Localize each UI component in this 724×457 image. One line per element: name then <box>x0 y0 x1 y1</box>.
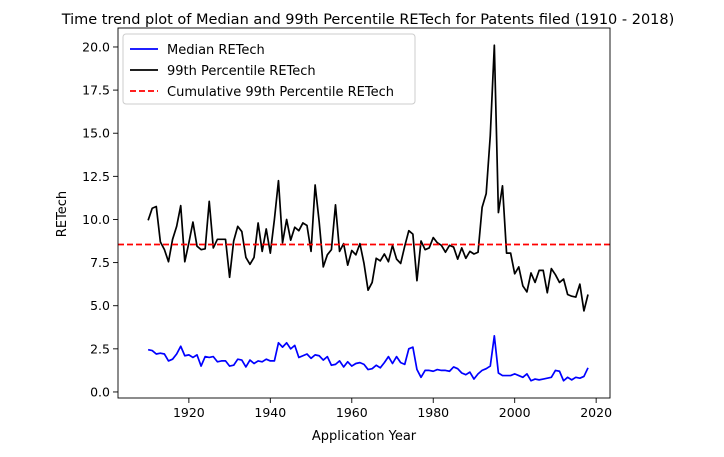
legend: Median RETech 99th Percentile RETech Cum… <box>122 33 416 105</box>
legend-label-median: Median RETech <box>167 43 265 58</box>
y-tick-label: 20.0 <box>82 39 110 54</box>
x-axis-label: Application Year <box>312 429 417 444</box>
chart-title: Time trend plot of Median and 99th Perce… <box>61 12 675 28</box>
y-tick-label: 12.5 <box>82 169 110 184</box>
y-tick-label: 10.0 <box>82 212 110 227</box>
y-tick-label: 2.5 <box>90 341 110 356</box>
legend-box <box>122 33 416 105</box>
y-tick-label: 0.0 <box>90 384 110 399</box>
x-tick-label: 2020 <box>580 405 612 420</box>
plot-frame <box>117 27 611 399</box>
series-layer <box>118 44 610 382</box>
x-tick-label: 1980 <box>417 405 449 420</box>
median-retech-line <box>147 335 589 382</box>
99th-percentile-retech-line <box>147 44 589 312</box>
y-tick-label: 15.0 <box>82 126 110 141</box>
x-axis-ticks: 1920 1940 1960 1980 2000 2020 <box>173 398 612 420</box>
x-tick-label: 1920 <box>173 405 205 420</box>
y-tick-label: 5.0 <box>90 298 110 313</box>
x-tick-label: 1960 <box>336 405 368 420</box>
y-tick-label: 17.5 <box>82 83 110 98</box>
y-axis-label: RETech <box>55 191 70 237</box>
legend-label-99th: 99th Percentile RETech <box>167 64 316 79</box>
y-tick-label: 7.5 <box>90 255 110 270</box>
x-tick-label: 2000 <box>499 405 531 420</box>
legend-label-cumulative: Cumulative 99th Percentile RETech <box>167 85 394 100</box>
x-tick-label: 1940 <box>254 405 286 420</box>
y-axis-ticks: 0.0 2.5 5.0 7.5 10.0 12.5 15.0 17.5 20.0 <box>82 39 118 399</box>
